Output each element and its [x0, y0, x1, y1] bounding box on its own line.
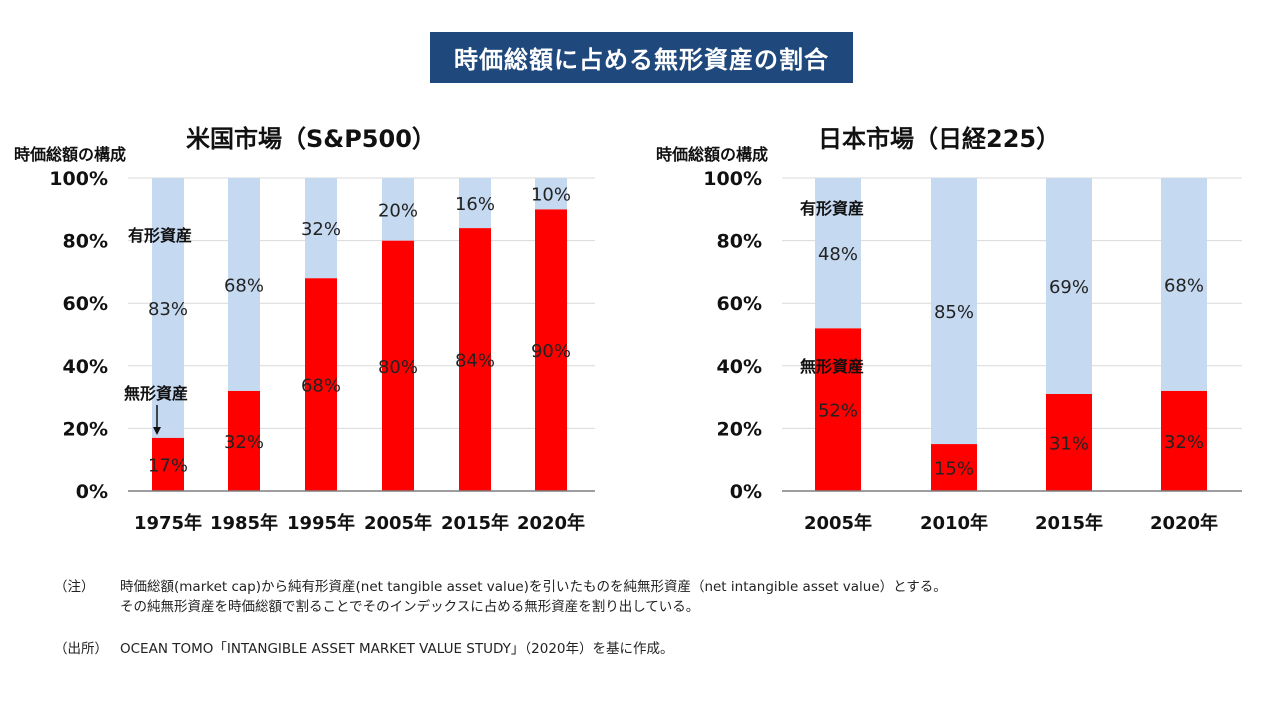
data-label: 32%	[301, 219, 341, 240]
tangible-bar	[815, 178, 861, 329]
tangible-annotation: 有形資産	[800, 199, 864, 218]
x-tick-label: 2005年	[804, 512, 872, 534]
us-y-axis-label: 時価総額の構成	[14, 145, 127, 164]
tangible-bar	[382, 178, 414, 241]
data-label: 68%	[301, 376, 341, 397]
x-tick-label: 1995年	[287, 512, 355, 534]
y-tick-label: 60%	[63, 293, 108, 315]
x-tick-label: 2015年	[1035, 512, 1103, 534]
data-label: 31%	[1049, 433, 1089, 454]
jp-y-axis-label: 時価総額の構成	[656, 145, 769, 164]
data-label: 15%	[934, 459, 974, 480]
data-label: 85%	[934, 302, 974, 323]
data-label: 16%	[455, 194, 495, 215]
intangible-bar	[459, 228, 491, 491]
x-tick-label: 2020年	[1150, 512, 1218, 534]
data-label: 48%	[818, 244, 858, 265]
data-label: 32%	[1164, 432, 1204, 453]
y-tick-label: 60%	[717, 293, 762, 315]
y-tick-label: 100%	[703, 168, 762, 190]
y-tick-label: 20%	[63, 418, 108, 440]
x-tick-label: 2020年	[517, 512, 585, 534]
y-tick-label: 20%	[717, 418, 762, 440]
intangible-bar	[931, 444, 977, 491]
us-chart-title: 米国市場（S&P500）	[186, 125, 436, 153]
intangible-bar	[305, 278, 337, 491]
note-line-2: その純無形資産を時価総額で割ることでそのインデックスに占める無形資産を割り出して…	[120, 599, 700, 615]
intangible-bar	[1046, 393, 1092, 491]
intangible-annotation: 無形資産	[800, 357, 864, 376]
tangible-bar	[931, 178, 977, 445]
source-text: OCEAN TOMO「INTANGIBLE ASSET MARKET VALUE…	[120, 641, 674, 657]
data-label: 69%	[1049, 277, 1089, 298]
us-chart: 0% 20% 40% 60% 80% 100% 17% 83% 1975年 32% 68% 1985年…	[49, 168, 595, 534]
y-tick-label: 0%	[730, 481, 762, 503]
x-tick-label: 1975年	[134, 512, 202, 534]
note-label: （注）	[54, 579, 95, 595]
arrowhead-icon	[153, 427, 161, 435]
tangible-annotation: 有形資産	[128, 226, 192, 245]
data-label: 83%	[148, 299, 188, 320]
jp-chart-title: 日本市場（日経225）	[818, 125, 1061, 153]
data-label: 84%	[455, 351, 495, 372]
y-tick-label: 80%	[717, 231, 762, 253]
intangible-bar	[228, 390, 260, 491]
data-label: 80%	[378, 357, 418, 378]
data-label: 32%	[224, 432, 264, 453]
y-tick-label: 40%	[63, 356, 108, 378]
source-label: （出所）	[54, 641, 108, 657]
intangible-annotation: 無形資産	[124, 384, 188, 403]
x-tick-label: 2005年	[364, 512, 432, 534]
tangible-bar	[1161, 178, 1207, 391]
tangible-bar	[228, 178, 260, 391]
y-tick-label: 0%	[76, 481, 108, 503]
data-label: 68%	[1164, 275, 1204, 296]
jp-chart: 0% 20% 40% 60% 80% 100% 52% 48% 2005年 15% 85% 2010年…	[703, 168, 1242, 534]
data-label: 52%	[818, 401, 858, 422]
data-label: 20%	[378, 200, 418, 221]
data-label: 68%	[224, 275, 264, 296]
y-tick-label: 40%	[717, 356, 762, 378]
note-line-1: 時価総額(market cap)から純有形資産(net tangible ass…	[120, 579, 947, 595]
intangible-bar	[535, 209, 567, 492]
intangible-bar	[1161, 390, 1207, 491]
y-tick-label: 80%	[63, 231, 108, 253]
tangible-bar	[535, 178, 567, 210]
intangible-bar	[382, 240, 414, 491]
data-label: 17%	[148, 455, 188, 476]
x-tick-label: 2015年	[441, 512, 509, 534]
tangible-bar	[305, 178, 337, 279]
tangible-bar	[459, 178, 491, 229]
data-label: 10%	[531, 185, 571, 206]
tangible-bar	[1046, 178, 1092, 394]
x-tick-label: 1985年	[210, 512, 278, 534]
page-title: 時価総額に占める無形資産の割合	[430, 32, 853, 83]
y-tick-label: 100%	[49, 168, 108, 190]
tangible-bar	[152, 178, 184, 438]
intangible-bar	[815, 328, 861, 491]
data-label: 90%	[531, 341, 571, 362]
intangible-bar	[152, 437, 184, 491]
x-tick-label: 2010年	[920, 512, 988, 534]
